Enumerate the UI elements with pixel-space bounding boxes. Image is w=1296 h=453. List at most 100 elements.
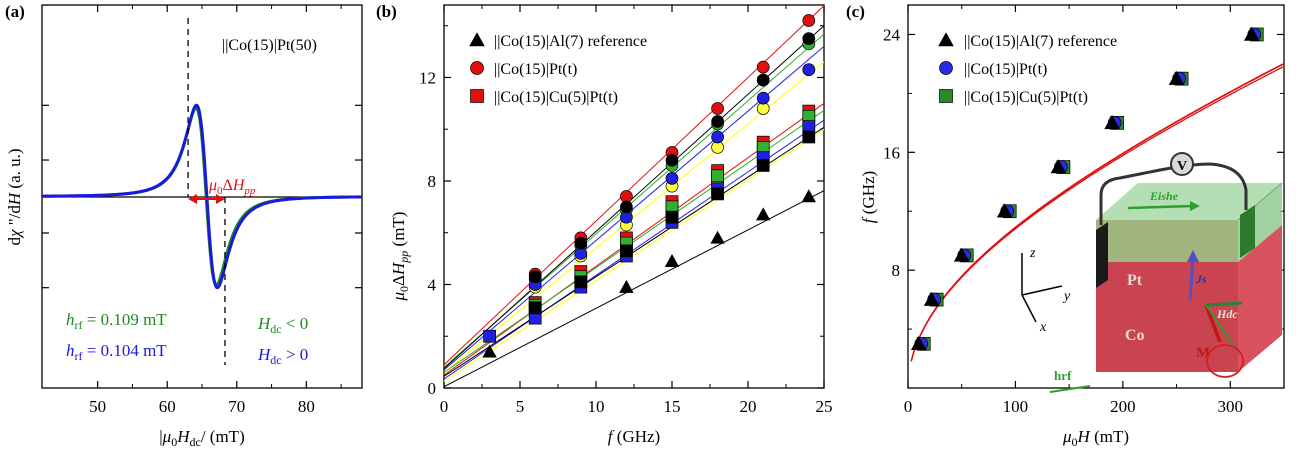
x-tick-label: 50: [89, 397, 106, 416]
panel-a: (a) 50 60 70 80 μ0ΔHpp ||Co(15)|Pt(50) hrf …: [5, 2, 363, 449]
fit-line: [444, 5, 824, 366]
x-tick-label: 60: [159, 397, 176, 416]
legend-marker-square: [470, 89, 484, 103]
data-point-circle: [802, 14, 816, 27]
precession-cone-line: [1205, 304, 1234, 346]
y-tick-label: 0: [428, 379, 437, 398]
legend-marker-triangle: [469, 32, 485, 47]
legend-label: ||Co(15)|Al(7) reference: [964, 33, 1117, 50]
arrowhead-right: [215, 194, 225, 204]
y-tick-label: 24: [883, 25, 901, 44]
x-tick-label: 25: [816, 397, 833, 416]
data-point-square: [802, 130, 816, 144]
panel-a-xlabel: |μ0Hdc/ (mT): [159, 427, 244, 449]
y-axis-label: y: [1062, 289, 1071, 304]
x-axis-label: x: [1039, 320, 1047, 335]
x-tick-label: 300: [1218, 397, 1244, 416]
hdc-negative-label: Hdc < 0: [257, 314, 308, 336]
panel-b-points: [482, 14, 816, 358]
panel-b: (b) 0 5 10 15 20 25 0 4 8 12 ||Co(15)|Al(7) refer…: [376, 2, 833, 446]
js-label: Js: [1195, 272, 1207, 286]
panel-c-label: (c): [846, 2, 865, 21]
data-point-triangle: [756, 207, 771, 221]
x-tick-label: 15: [664, 397, 681, 416]
hdc-positive-label: Hdc > 0: [257, 345, 308, 367]
data-point-square: [756, 159, 770, 172]
panel-a-ticks: 50 60 70 80: [42, 5, 362, 416]
data-point-triangle: [1243, 26, 1260, 41]
eishe-arrowhead: [1190, 201, 1200, 211]
hrf-green-label: hrf = 0.109 mT: [66, 310, 167, 332]
hrf-inset-label: hrf: [1054, 368, 1072, 383]
panel-b-xlabel: f (GHz): [608, 427, 660, 446]
legend-label: ||Co(15)|Al(7) reference: [494, 33, 647, 50]
panel-a-curves: [41, 103, 363, 290]
pt-label: Pt: [1127, 272, 1143, 289]
data-point-square: [528, 301, 542, 315]
hdc-arrow: [1205, 301, 1243, 307]
legend-label: ||Co(15)|Cu(5)|Pt(t): [964, 89, 1088, 106]
voltmeter-icon: [1170, 152, 1194, 176]
x-tick-label: 20: [740, 397, 757, 416]
x-tick-label: 100: [1003, 397, 1029, 416]
data-point-circle: [711, 130, 724, 144]
data-point-circle: [665, 172, 679, 185]
data-point-square: [665, 210, 679, 224]
hdc-inset-label: Hdc: [1216, 307, 1238, 321]
legend-marker-circle: [470, 61, 484, 75]
fit-line: [444, 190, 824, 388]
data-point-triangle: [923, 291, 940, 306]
data-point-triangle: [619, 279, 634, 293]
data-point-circle: [665, 153, 679, 167]
pt-layer-front: [1096, 220, 1238, 262]
data-point-triangle: [664, 253, 680, 267]
y-axis: [1021, 285, 1063, 296]
x-tick-label: 80: [298, 397, 315, 416]
data-point-circle: [756, 91, 770, 105]
spin-pumping-inset: V Eishe Pt Co Js Hdc M hrf z: [1021, 152, 1283, 393]
voltmeter-label: V: [1177, 159, 1187, 174]
contact-left: [1096, 222, 1108, 288]
co-label: Co: [1125, 327, 1145, 344]
kittel-fit-curve: [910, 63, 1284, 362]
data-point-triangle: [1104, 115, 1120, 130]
x-axis: [1021, 294, 1037, 323]
x-tick-label: 200: [1110, 397, 1136, 416]
legend-marker-triangle: [938, 32, 954, 47]
js-arrowhead: [1187, 250, 1199, 262]
data-point-circle: [756, 73, 770, 87]
legend-marker-square: [939, 89, 953, 103]
data-point-square: [483, 329, 496, 343]
legend-marker-circle: [939, 61, 953, 75]
data-point-triangle: [953, 247, 970, 262]
x-tick-label: 5: [516, 397, 525, 416]
panel-a-ylabel: dχ "/dH (a. u.): [5, 148, 24, 245]
data-point-circle: [711, 102, 724, 115]
data-point-triangle: [1168, 70, 1185, 85]
pt-layer-top: [1096, 183, 1282, 220]
contact-right: [1240, 205, 1255, 258]
y-tick-label: 12: [419, 68, 436, 87]
panel-c-xlabel: μ0H (mT): [1062, 427, 1129, 449]
data-point-circle: [528, 270, 542, 284]
x-tick-label: 0: [904, 397, 913, 416]
panel-b-label: (b): [376, 2, 397, 21]
data-point-square: [711, 169, 724, 183]
panel-b-legend: ||Co(15)|Al(7) reference ||Co(15)|Pt(t) ||…: [469, 32, 647, 106]
panel-c-points: [910, 26, 1264, 351]
curve-hdc-positive: [41, 103, 363, 290]
data-point-square: [711, 187, 724, 201]
z-axis-label: z: [1029, 246, 1036, 261]
data-point-circle: [802, 32, 816, 45]
data-point-triangle: [482, 344, 497, 358]
legend-label: ||Co(15)|Pt(t): [494, 61, 577, 78]
data-point-triangle: [710, 230, 725, 244]
panel-c: (c) 0 100 200 300 8 16 24 V Eishe Pt Co: [846, 2, 1285, 449]
hrf-blue-label: hrf = 0.104 mT: [66, 341, 167, 363]
panel-b-ticks: 0 5 10 15 20 25 0 4 8 12: [419, 5, 833, 416]
eishe-arrow: [1127, 204, 1194, 210]
legend-label: ||Co(15)|Pt(t): [964, 61, 1047, 78]
y-tick-label: 8: [892, 261, 901, 280]
panel-a-label: (a): [5, 2, 25, 21]
